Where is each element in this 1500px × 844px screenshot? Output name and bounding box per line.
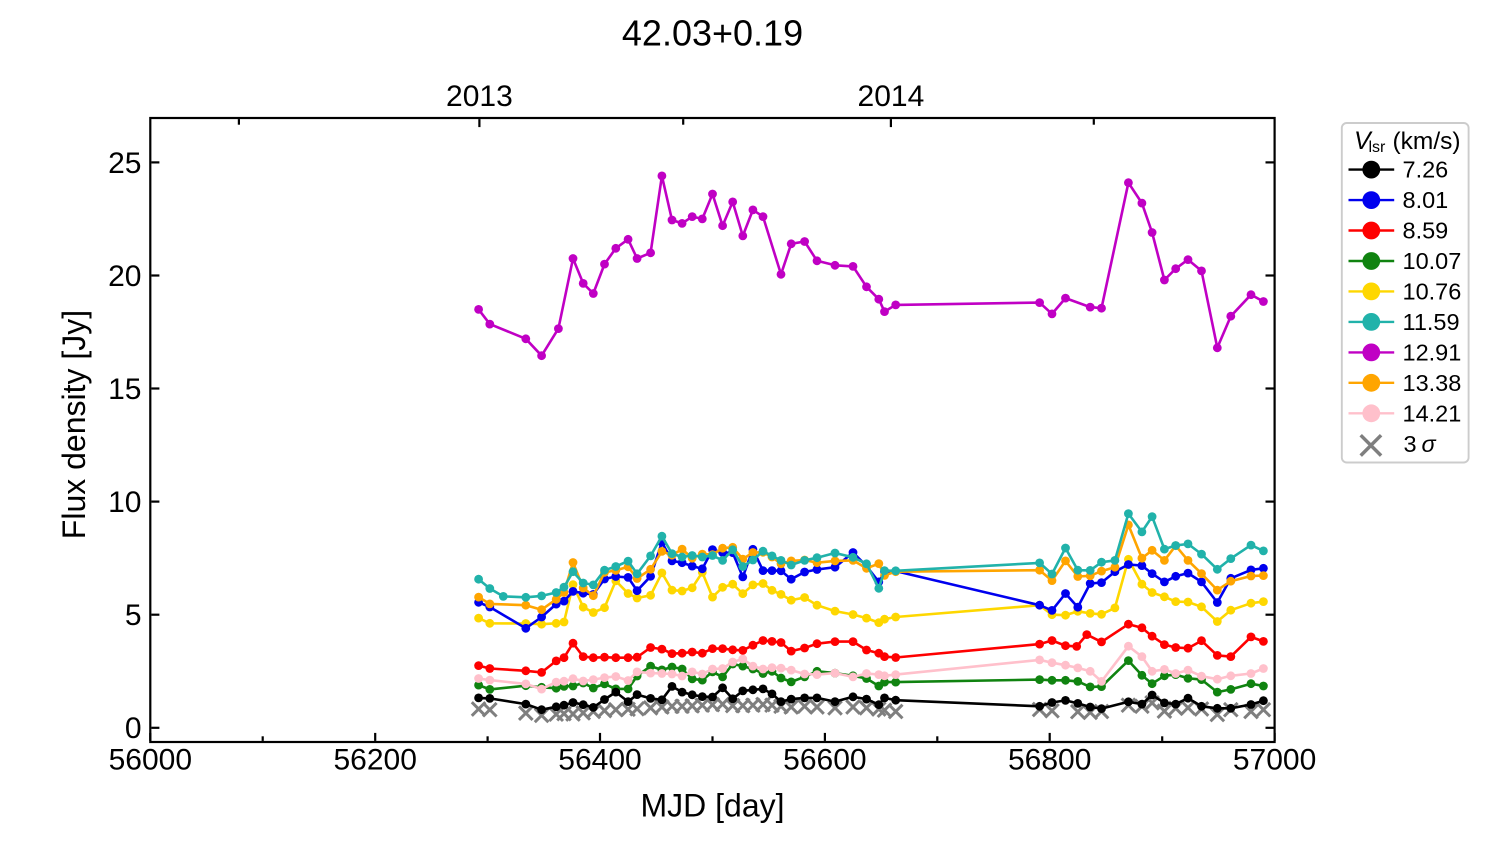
svg-text:15: 15: [108, 373, 141, 406]
svg-text:3: 3: [1404, 431, 1417, 457]
svg-text:10.76: 10.76: [1403, 278, 1462, 304]
svg-text:8.01: 8.01: [1403, 187, 1449, 213]
svg-text:lsr: lsr: [1369, 139, 1387, 156]
svg-text:56600: 56600: [783, 744, 866, 777]
svg-text:13.38: 13.38: [1403, 370, 1462, 396]
svg-text:57000: 57000: [1233, 744, 1316, 777]
svg-text:Flux density [Jy]: Flux density [Jy]: [56, 310, 92, 539]
svg-text:7.26: 7.26: [1403, 157, 1449, 183]
svg-text:42.03+0.19: 42.03+0.19: [622, 13, 803, 54]
svg-text:56200: 56200: [333, 744, 416, 777]
svg-text:10.07: 10.07: [1403, 248, 1462, 274]
svg-text:2014: 2014: [858, 80, 925, 113]
svg-text:8.59: 8.59: [1403, 218, 1449, 244]
svg-text:56800: 56800: [1008, 744, 1091, 777]
svg-text:V: V: [1354, 127, 1373, 155]
svg-text:2013: 2013: [446, 80, 513, 113]
svg-text:5: 5: [125, 599, 142, 632]
svg-text:56000: 56000: [109, 744, 192, 777]
svg-text:(km/s): (km/s): [1393, 128, 1461, 155]
svg-text:11.59: 11.59: [1403, 309, 1460, 335]
svg-text:56400: 56400: [558, 744, 641, 777]
svg-text:12.91: 12.91: [1403, 339, 1462, 365]
svg-text:10: 10: [108, 486, 141, 519]
svg-text:MJD [day]: MJD [day]: [640, 788, 784, 824]
svg-text:25: 25: [108, 147, 141, 180]
svg-text:0: 0: [125, 712, 142, 745]
svg-text:14.21: 14.21: [1403, 400, 1462, 426]
svg-text:σ: σ: [1422, 431, 1437, 457]
svg-text:20: 20: [108, 260, 141, 293]
